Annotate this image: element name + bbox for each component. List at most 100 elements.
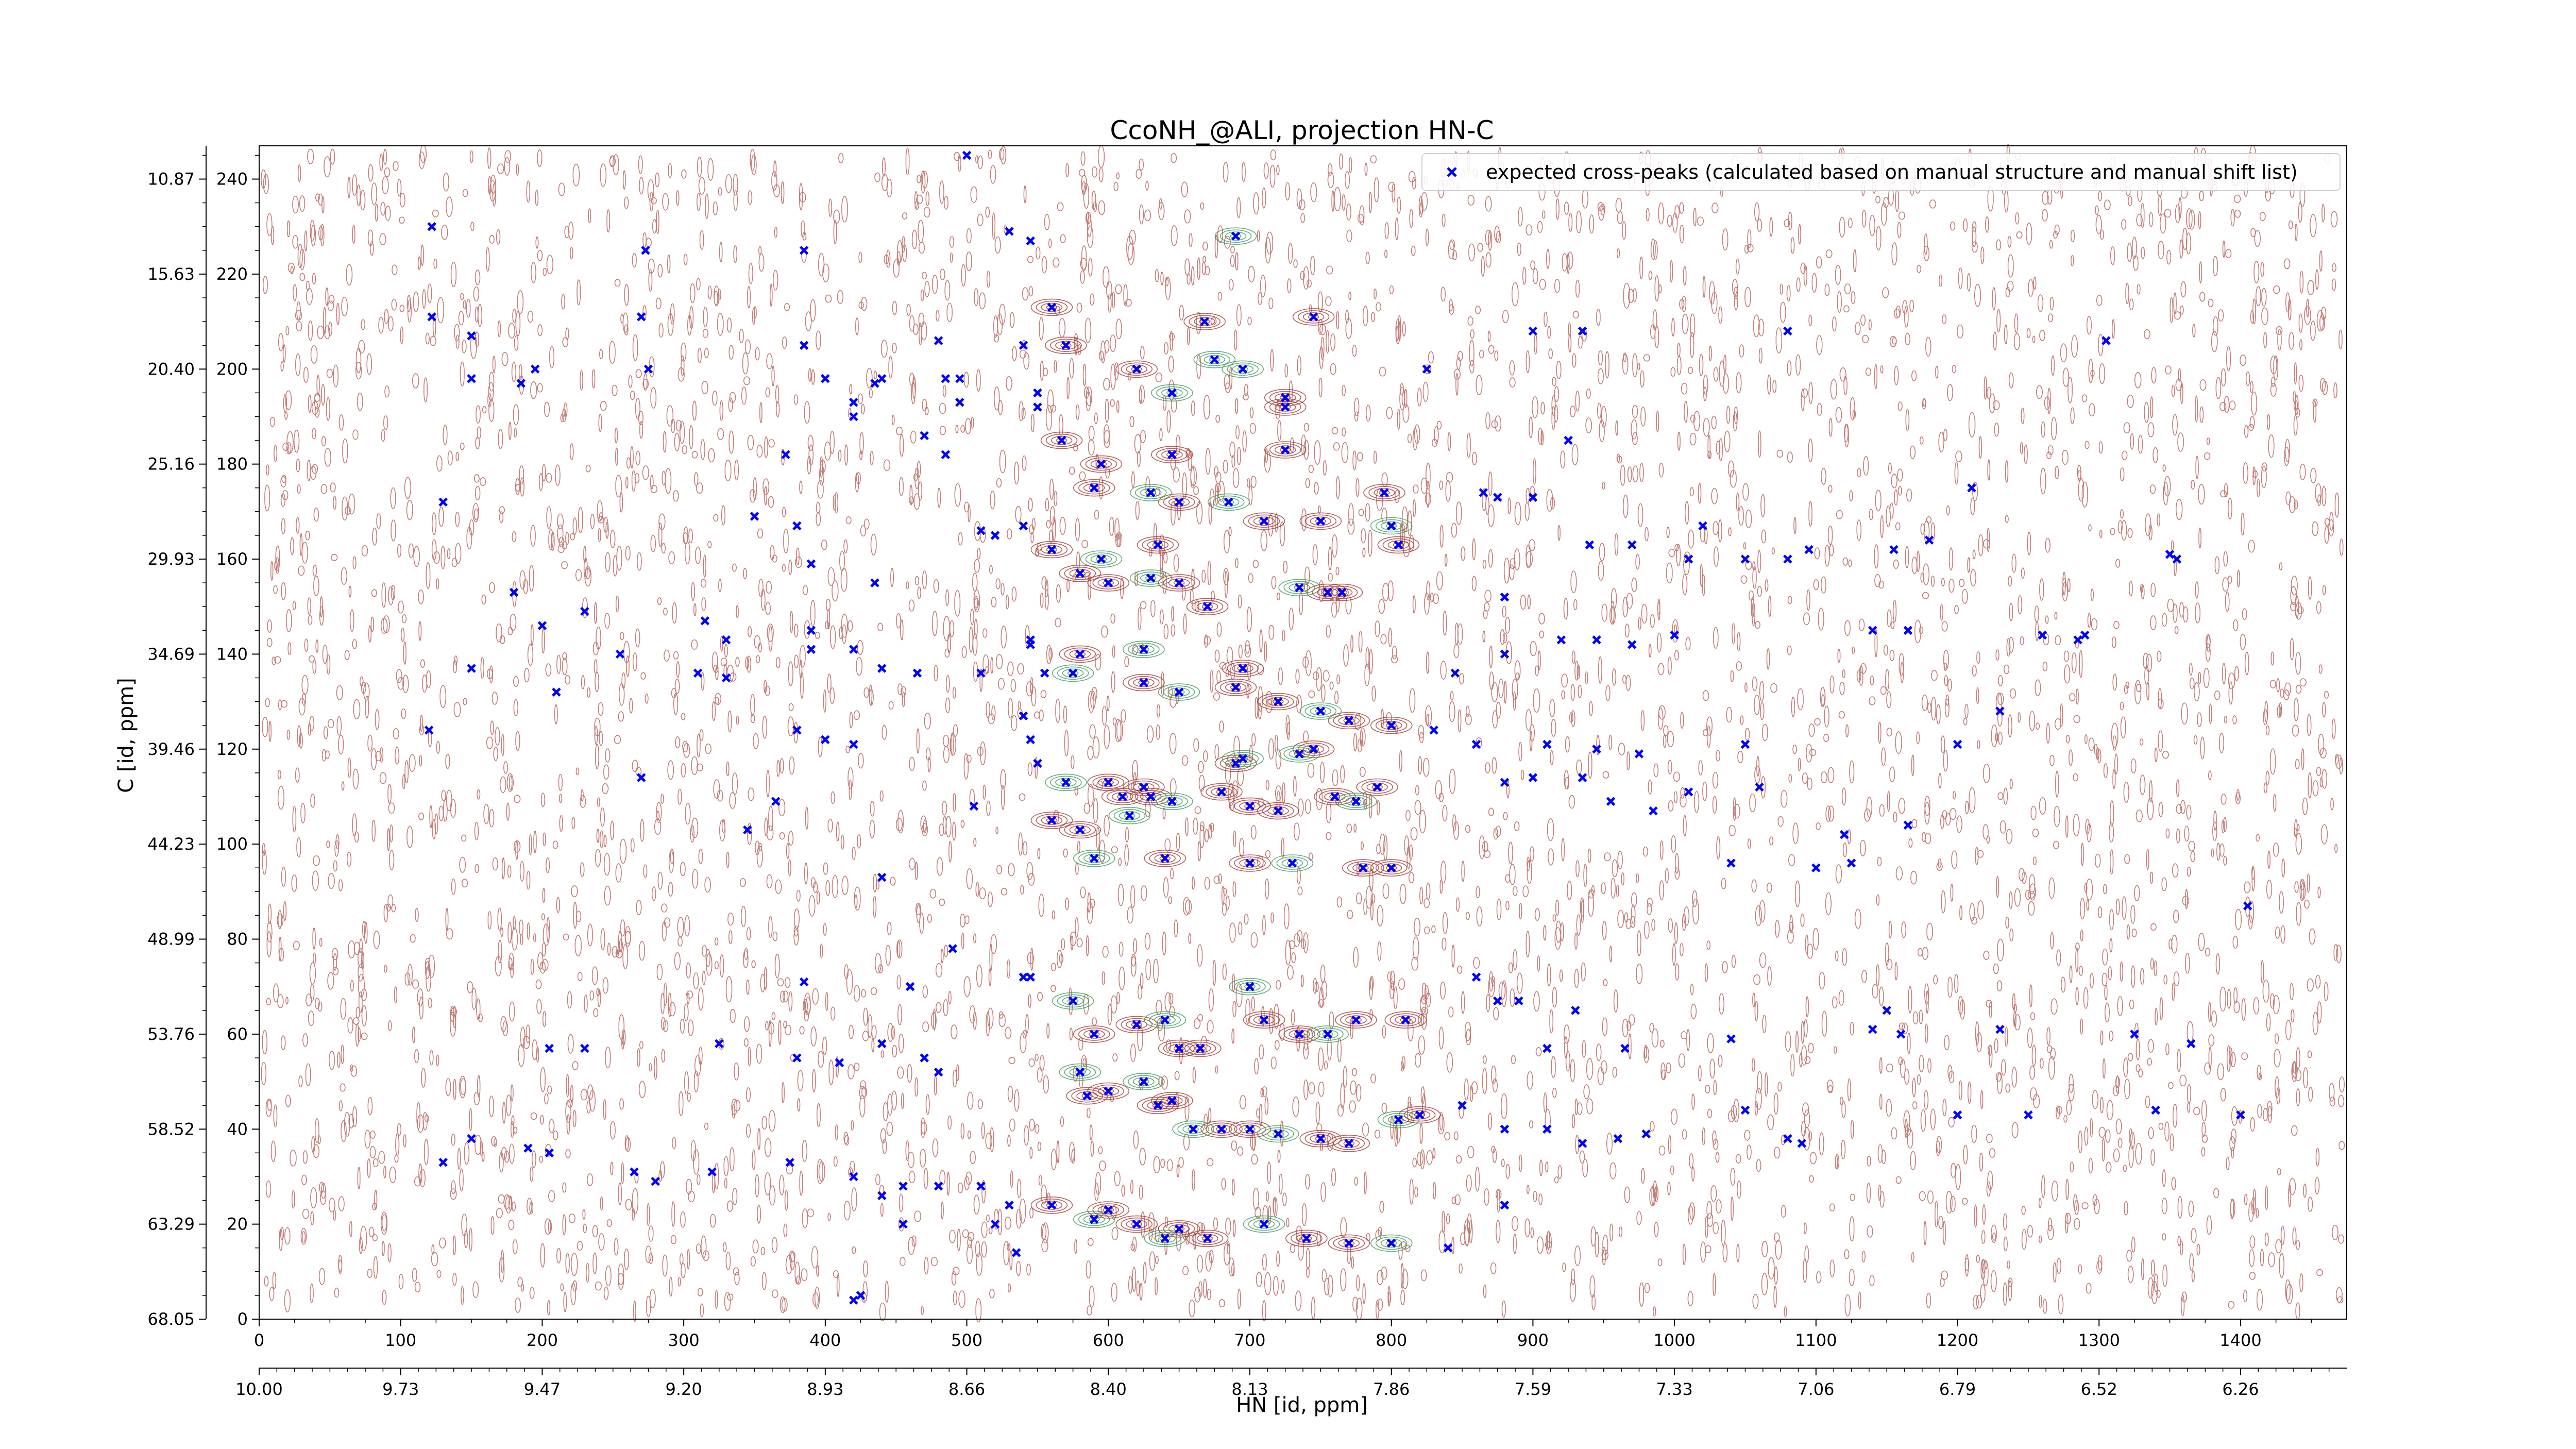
expected-cross-peak-markers	[424, 150, 2252, 1305]
expected-cross-peak-marker	[516, 379, 526, 388]
expected-cross-peak-marker	[1613, 1134, 1622, 1143]
expected-cross-peak-marker	[785, 1158, 794, 1167]
expected-cross-peak-marker	[1471, 739, 1481, 749]
contour-noise	[261, 143, 2345, 1323]
expected-cross-peak-marker	[545, 1043, 554, 1053]
peak-contour	[1040, 431, 1083, 449]
expected-cross-peak-marker	[1351, 797, 1361, 806]
expected-cross-peak-marker	[1096, 554, 1106, 564]
expected-cross-peak-marker	[1578, 326, 1587, 336]
expected-cross-peak-marker	[1217, 1124, 1226, 1134]
y-index-tick-label: 140	[216, 644, 248, 664]
peak-contour	[1179, 1039, 1222, 1057]
expected-cross-peak-marker	[1564, 435, 1573, 445]
expected-cross-peak-marker	[1903, 626, 1913, 635]
x-ppm-tick-label: 7.59	[1515, 1379, 1551, 1399]
x-index-tick-label: 200	[527, 1330, 558, 1350]
expected-cross-peak-marker	[1528, 493, 1538, 502]
expected-cross-peak-marker	[1358, 863, 1368, 872]
contour-peak-layer	[1030, 227, 1441, 1252]
expected-cross-peak-marker	[1245, 982, 1255, 991]
peak-contour	[1151, 793, 1193, 810]
peak-contour	[1370, 517, 1413, 535]
expected-cross-peak-marker	[955, 374, 964, 383]
expected-cross-peak-marker	[1075, 825, 1085, 835]
peak-contour	[1370, 1234, 1413, 1252]
y-ppm-tick-label: 48.99	[147, 930, 195, 949]
expected-cross-peak-marker	[856, 1291, 866, 1300]
peak-contour	[1151, 384, 1193, 402]
expected-cross-peak-marker	[1543, 1043, 1552, 1053]
expected-cross-peak-marker	[849, 398, 858, 407]
expected-cross-peak-marker	[2236, 1110, 2245, 1120]
y-axis-title: C [id, ppm]	[114, 678, 138, 793]
peak-contour	[1030, 298, 1073, 316]
expected-cross-peak-marker	[1047, 1200, 1057, 1210]
x-index-tick-label: 1000	[1653, 1330, 1695, 1350]
peak-contour	[1101, 788, 1144, 805]
expected-cross-peak-marker	[1386, 720, 1396, 730]
peak-contour	[1257, 802, 1299, 820]
expected-cross-peak-marker	[1210, 355, 1219, 364]
expected-cross-peak-marker	[438, 1158, 448, 1167]
expected-cross-peak-marker	[1075, 568, 1085, 578]
expected-cross-peak-marker	[1924, 535, 1934, 545]
peak-contour	[1257, 693, 1299, 711]
expected-cross-peak-marker	[1090, 483, 1099, 493]
peak-contour	[1278, 1025, 1320, 1043]
y-index-tick-label: 60	[227, 1024, 248, 1044]
legend: expected cross-peaks (calculated based o…	[1421, 153, 2341, 191]
peak-contour	[1356, 778, 1398, 796]
expected-cross-peak-marker	[1139, 678, 1148, 687]
peak-contour	[1073, 1025, 1115, 1043]
peak-contour	[1292, 308, 1335, 326]
expected-cross-peak-marker	[1309, 745, 1318, 754]
expected-cross-peak-marker	[1245, 1124, 1255, 1134]
legend-box	[1421, 153, 2341, 191]
peak-contour	[1208, 493, 1250, 511]
expected-cross-peak-marker	[1117, 792, 1127, 801]
expected-cross-peak-marker	[1592, 635, 1601, 645]
expected-cross-peak-marker	[1514, 996, 1523, 1006]
x-ppm-tick-label: 8.13	[1231, 1379, 1268, 1399]
peak-contour	[1370, 716, 1413, 734]
peak-contour	[1158, 1220, 1200, 1238]
x-ppm-axis: 10.00 9.73 9.47 9.20 8.93 8.66 8.40 8.13 7.86 7.5…	[235, 1368, 2347, 1399]
y-ppm-tick-label: 63.29	[147, 1215, 195, 1234]
expected-cross-peak-marker	[2187, 1039, 2196, 1049]
expected-cross-peak-marker	[1380, 488, 1389, 497]
peak-contour	[1264, 389, 1307, 407]
peak-contour	[1158, 493, 1200, 511]
peak-contour	[1307, 1025, 1349, 1043]
expected-cross-peak-marker	[580, 1043, 589, 1053]
peak-contour	[1222, 360, 1264, 378]
chart-title: CcoNH_@ALI, projection HN-C	[1110, 115, 1494, 145]
peak-contour	[1045, 336, 1087, 355]
expected-cross-peak-marker	[1259, 1219, 1269, 1229]
expected-cross-peak-marker	[1500, 593, 1510, 602]
expected-cross-peak-marker	[806, 626, 816, 635]
expected-cross-peak-marker	[990, 531, 1000, 540]
peak-contour	[1030, 541, 1073, 559]
peak-contour	[1087, 574, 1130, 592]
expected-cross-peak-marker	[467, 374, 476, 383]
peak-contour	[1299, 1130, 1342, 1148]
expected-cross-peak-marker	[1323, 587, 1332, 597]
expected-cross-peak-marker	[877, 664, 887, 673]
expected-cross-peak-marker	[1882, 1006, 1891, 1015]
peak-contour	[1115, 1016, 1158, 1034]
expected-cross-peak-marker	[1422, 364, 1432, 374]
expected-cross-peak-marker	[1200, 317, 1209, 326]
expected-cross-peak-marker	[1804, 545, 1814, 554]
expected-cross-peak-marker	[1245, 858, 1255, 868]
contour-noise-layer	[261, 143, 2345, 1323]
y-ppm-tick-label: 68.05	[147, 1309, 195, 1329]
expected-cross-peak-marker	[1146, 488, 1156, 497]
expected-cross-peak-marker	[1057, 435, 1066, 445]
peak-contour	[1271, 854, 1314, 872]
expected-cross-peak-marker	[1740, 1105, 1750, 1115]
expected-cross-peak-marker	[1479, 488, 1488, 497]
peak-contour	[1200, 783, 1243, 801]
expected-cross-peak-marker	[1287, 858, 1297, 868]
peak-contour	[1193, 350, 1236, 368]
